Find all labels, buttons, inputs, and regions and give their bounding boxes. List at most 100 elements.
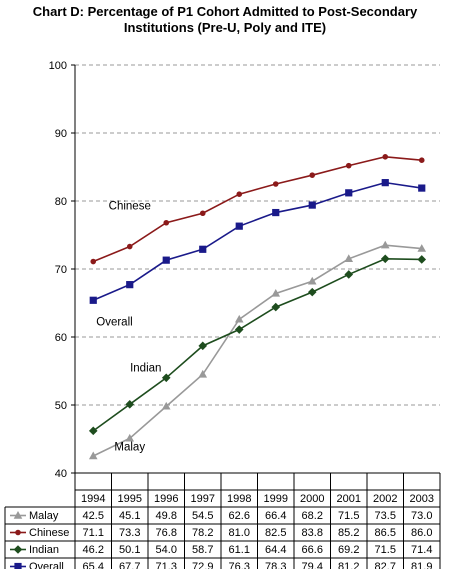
legend-key-marker-chinese [15, 529, 21, 536]
series-line-malay [92, 244, 422, 457]
y-tick-label-90: 90 [55, 128, 67, 140]
table-cell-indian-1997: 58.7 [192, 544, 213, 556]
table-cell-overall-1994: 65.4 [83, 561, 104, 569]
data-point-malay-1998 [234, 314, 244, 323]
category-label-1996: 1996 [154, 493, 178, 505]
table-cell-malay-1999: 66.4 [265, 510, 286, 522]
table-cell-indian-1994: 46.2 [83, 544, 104, 556]
data-point-overall-2002 [381, 179, 389, 187]
category-label-2002: 2002 [373, 493, 397, 505]
chart-title-line-1: Chart D: Percentage of P1 Cohort Admitte… [32, 4, 418, 19]
chart-title-line-2: Institutions (Pre-U, Poly and ITE) [123, 20, 327, 35]
table-cell-chinese-1996: 76.8 [156, 527, 177, 539]
table-row: Overall 65.4 67.7 71.3 72.9 76.3 78.3 79.4 81.2 8… [10, 561, 432, 569]
category-label-1995: 1995 [118, 493, 142, 505]
data-point-indian-2000 [307, 287, 317, 297]
series-malay [88, 240, 427, 460]
data-point-overall-1997 [199, 245, 207, 253]
table-cell-indian-2002: 71.5 [375, 544, 396, 556]
data-point-malay-1995 [125, 433, 135, 442]
annotation-chinese: Chinese [109, 200, 151, 212]
annotation-indian: Indian [130, 363, 161, 375]
data-point-indian-2002 [380, 254, 390, 264]
table-cell-malay-1997: 54.5 [192, 510, 213, 522]
legend-label-malay: Malay [29, 510, 59, 522]
series-lines [88, 154, 427, 460]
table-cell-chinese-1995: 73.3 [119, 527, 140, 539]
data-point-indian-2003 [417, 255, 427, 264]
data-point-malay-2003 [417, 244, 427, 252]
data-point-chinese-1996 [163, 219, 170, 226]
data-point-overall-1995 [126, 281, 134, 289]
table-row: Malay 42.5 45.1 49.8 54.5 62.6 66.4 68.2 71.5 73.… [10, 510, 432, 522]
table-cell-malay-1994: 42.5 [83, 510, 104, 522]
series-line-indian [92, 257, 422, 432]
table-cell-overall-2003: 81.9 [411, 561, 432, 569]
y-tick-label-100: 100 [49, 60, 67, 72]
data-point-indian-1996 [161, 373, 171, 383]
data-point-chinese-1994 [90, 258, 97, 265]
series-chinese [90, 154, 425, 265]
series-line-chinese [92, 155, 422, 263]
table-cell-malay-2000: 68.2 [302, 510, 323, 522]
y-tick-label-80: 80 [55, 196, 67, 208]
table-cell-overall-2002: 82.7 [375, 561, 396, 569]
y-tick-label-40: 40 [55, 468, 67, 480]
table-cell-overall-1995: 67.7 [119, 561, 140, 569]
annotation-overall: Overall [96, 316, 132, 328]
series-line-overall [92, 181, 422, 302]
table-cell-indian-1999: 64.4 [265, 544, 286, 556]
series-annotations: Chinese Overall Indian Malay [96, 200, 161, 453]
legend-key-marker-indian [13, 545, 23, 554]
category-label-1999: 1999 [264, 493, 288, 505]
data-point-malay-1999 [271, 288, 281, 297]
data-point-indian-1997 [198, 341, 208, 351]
annotation-malay: Malay [114, 442, 145, 454]
y-tick-label-60: 60 [55, 332, 67, 344]
gridlines [75, 64, 440, 406]
table-cell-overall-1996: 71.3 [156, 561, 177, 569]
table-cell-chinese-2003: 86.0 [411, 527, 432, 539]
table-cell-chinese-2000: 83.8 [302, 527, 323, 539]
data-point-overall-2003 [418, 184, 426, 192]
table-cell-chinese-1997: 78.2 [192, 527, 213, 539]
data-point-chinese-2000 [309, 172, 316, 178]
data-point-overall-2000 [308, 201, 316, 209]
table-cell-chinese-1998: 81.0 [229, 527, 250, 539]
table-cell-chinese-2001: 85.2 [338, 527, 359, 539]
data-table: 1994 1995 1996 1997 1998 1999 2000 2001 2002 2003… [4, 473, 441, 569]
table-cell-indian-2003: 71.4 [411, 544, 432, 556]
category-label-2000: 2000 [300, 493, 324, 505]
table-cell-chinese-2002: 86.5 [375, 527, 396, 539]
category-label-2001: 2001 [337, 493, 361, 505]
table-cell-overall-1998: 76.3 [229, 561, 250, 569]
category-label-1998: 1998 [227, 493, 251, 505]
data-point-malay-1996 [161, 401, 171, 410]
data-point-chinese-2002 [382, 154, 389, 160]
data-point-chinese-1998 [236, 191, 243, 197]
table-cell-chinese-1999: 82.5 [265, 527, 286, 539]
category-label-2003: 2003 [410, 493, 434, 505]
data-point-chinese-2003 [418, 157, 425, 163]
y-tick-label-70: 70 [55, 264, 67, 276]
table-cell-malay-2001: 71.5 [338, 510, 359, 522]
data-point-overall-1996 [162, 256, 170, 264]
data-point-indian-1998 [234, 325, 244, 334]
series-indian [88, 254, 427, 436]
data-point-malay-2002 [380, 240, 390, 249]
legend-label-overall: Overall [29, 561, 64, 569]
series-overall [89, 179, 426, 304]
data-point-overall-1994 [89, 296, 97, 304]
y-tick-labels: 40 50 60 70 80 90 100 [49, 60, 67, 480]
category-label-1994: 1994 [81, 493, 105, 505]
chart-title: Chart D: Percentage of P1 Cohort Admitte… [0, 4, 450, 36]
table-row: Indian 46.2 50.1 54.0 58.7 61.1 64.4 66.6 69.2 71… [10, 544, 432, 556]
table-cell-overall-2001: 81.2 [338, 561, 359, 569]
table-cell-indian-1996: 54.0 [156, 544, 177, 556]
table-cell-indian-2000: 66.6 [302, 544, 323, 556]
table-cell-chinese-1994: 71.1 [83, 527, 104, 539]
table-row: Chinese 71.1 73.3 76.8 78.2 81.0 82.5 83.8 85.2 8… [10, 527, 432, 539]
data-point-overall-1998 [235, 222, 243, 230]
data-point-indian-1994 [88, 426, 98, 436]
